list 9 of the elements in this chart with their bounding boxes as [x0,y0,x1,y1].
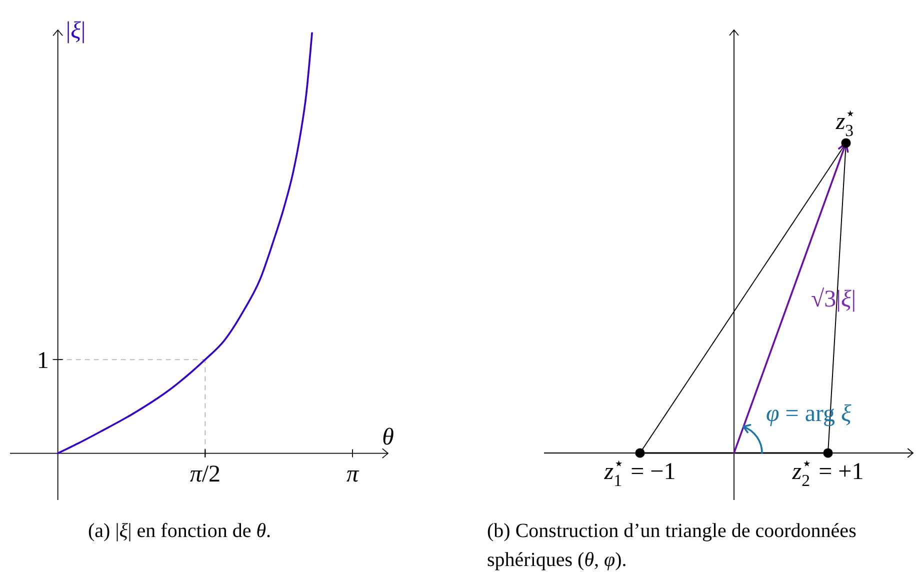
text: z$_{1}$$^{⋆}$ = −1 [603,454,676,490]
x-tick-label: π/2 [190,461,221,488]
x-tick-label: π [346,461,360,488]
text: (b) Construction d’un triangle de coordonnées sphériques (θ, φ). [487,520,857,571]
y-axis-title: |ξ| [66,18,86,44]
text: z$_{2}$$^{⋆}$ = +1 [791,454,864,490]
annotation: 1 [36,348,49,374]
text: (a) |ξ| en fonction de θ. [88,520,272,542]
x-axis-title: θ [382,424,394,450]
